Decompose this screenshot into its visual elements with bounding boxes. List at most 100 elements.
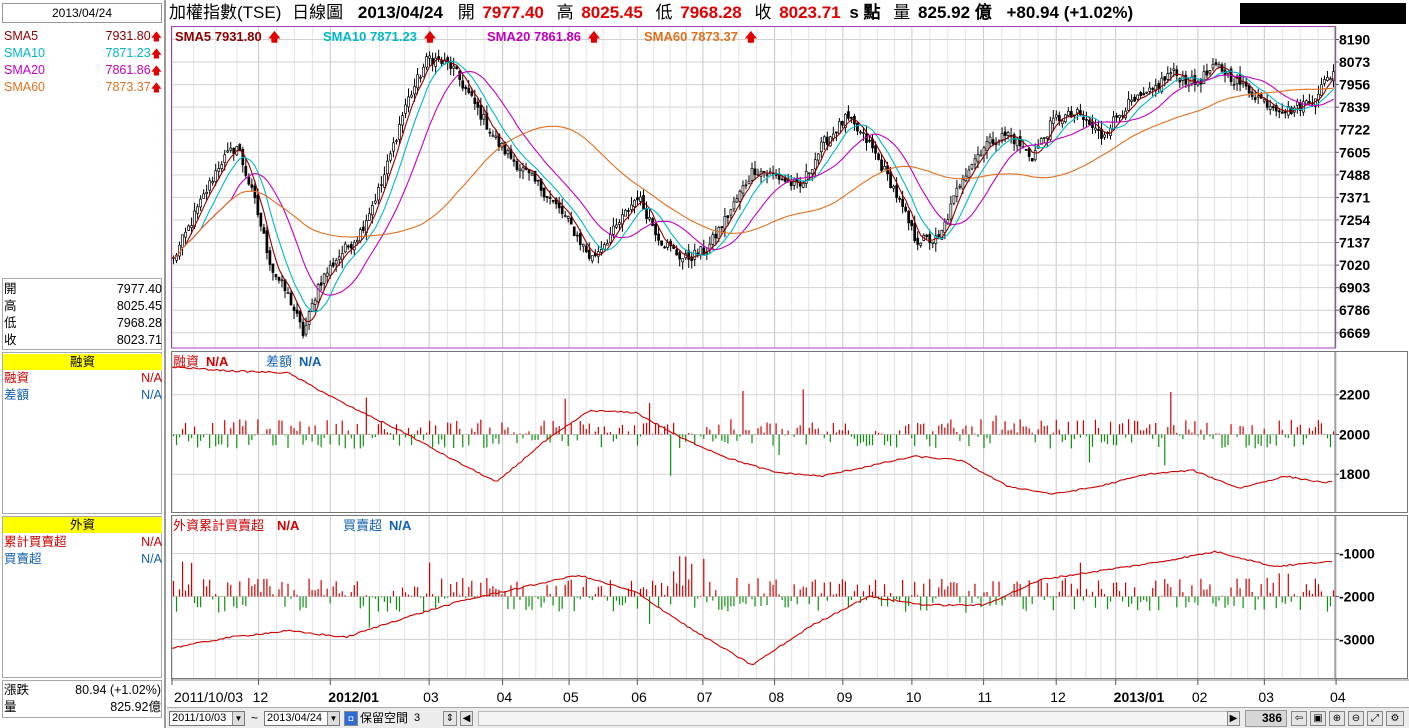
candle-body	[533, 170, 537, 182]
chart-legends: SMA5 7931.80 🡅 SMA10 7871.23 🡅 SMA20 7861.86…	[173, 29, 758, 533]
candle-body	[1217, 64, 1221, 68]
x-axis-labels: 2011/10/03 12 2012/01 03 04 05 06 07 08 09 10 11 12 2…	[171, 678, 1409, 705]
candle-body	[337, 256, 341, 260]
indicator-row: 累計買賣超 N/A	[4, 534, 162, 551]
candle-body	[717, 227, 721, 239]
y-tick-label: 1800	[1339, 466, 1370, 482]
y-tick-label: -2000	[1339, 589, 1375, 605]
candle-body	[587, 249, 591, 259]
candle-body	[1184, 74, 1188, 85]
horizontal-scrollbar[interactable]	[478, 711, 1230, 726]
y-tick-label: 6786	[1339, 302, 1370, 318]
y-tick-label: 6669	[1339, 325, 1370, 341]
margin-box	[2, 352, 162, 514]
candle-body	[277, 277, 281, 281]
candle-body	[1274, 105, 1278, 112]
fit-icon[interactable]: ⤢	[1367, 711, 1383, 726]
zoom-in-icon[interactable]: ⊕	[1329, 711, 1345, 726]
bar-count: 386	[1245, 710, 1287, 727]
candle-body	[557, 202, 561, 209]
candle-body	[328, 264, 332, 276]
candle-body	[1097, 129, 1100, 131]
candle-body	[1082, 116, 1085, 120]
candle-body	[714, 233, 718, 239]
scroll-right-icon[interactable]: ▶	[1227, 711, 1240, 726]
candle-body	[901, 198, 904, 207]
candle-body	[545, 196, 549, 199]
end-date-select[interactable]: 2013/04/24 ▼	[264, 711, 340, 726]
candle-body	[880, 159, 883, 171]
candle-body	[343, 243, 347, 253]
candle-body	[904, 206, 908, 212]
start-date-select[interactable]: 2011/10/03 ▼	[169, 711, 245, 726]
candle-body	[630, 204, 633, 210]
zoom-out-icon[interactable]: ⊖	[1348, 711, 1364, 726]
candle-body	[1154, 85, 1158, 92]
candle-body	[1205, 70, 1209, 76]
x-tick-label: 09	[837, 689, 853, 705]
legend-item: SMA5 7931.80	[175, 29, 262, 44]
candle-body	[386, 160, 389, 175]
candle-body	[1202, 71, 1206, 85]
expand-icon[interactable]: ▣	[1310, 711, 1326, 726]
candle-body	[693, 249, 697, 260]
x-tick-label: 12	[253, 689, 269, 705]
candle-body	[1042, 137, 1046, 139]
candle-body	[470, 91, 474, 96]
candle-body	[1000, 133, 1004, 142]
candle-body	[1247, 85, 1251, 94]
ohlc-box	[2, 278, 162, 350]
margin-grid	[171, 351, 1337, 512]
foreign-title: 外資	[3, 517, 162, 533]
candle-body	[895, 185, 898, 198]
indicator-value: 8023.71	[116, 333, 162, 347]
candle-body	[208, 180, 212, 191]
foreign-box	[2, 516, 162, 678]
candle-body	[238, 144, 242, 152]
chevron-down-icon[interactable]: ▼	[327, 712, 339, 725]
indicator-value: 7873.37🡅	[105, 80, 163, 94]
candle-body	[205, 191, 208, 194]
reserve-label: 保留空間	[360, 711, 409, 725]
unit-label: s 點	[849, 3, 881, 22]
low-value: 7968.28	[680, 3, 742, 22]
candle-body	[645, 208, 648, 219]
candle-body	[1051, 117, 1055, 124]
candle-body	[973, 158, 977, 165]
candle-body	[958, 185, 962, 188]
candle-body	[877, 153, 880, 160]
indicator-value: N/A	[141, 388, 162, 402]
reserve-value[interactable]: 3	[414, 712, 421, 724]
selected-date: 2013/04/24	[2, 3, 162, 23]
settings-icon[interactable]: ⚙	[1386, 711, 1404, 726]
candle-body	[223, 154, 227, 163]
candle-body	[548, 197, 552, 199]
back-icon[interactable]: ⇦	[1291, 711, 1307, 726]
indicator-row: 買賣超 N/A	[4, 551, 162, 568]
candle-body	[575, 234, 579, 237]
x-tick-label: 2013/01	[1114, 689, 1165, 705]
candle-body	[907, 210, 911, 224]
candle-body	[1169, 72, 1173, 75]
spin-icon[interactable]: ⇕	[443, 711, 457, 726]
candle-body	[913, 223, 917, 242]
candle-body	[798, 181, 802, 187]
y-tick-label: 6903	[1339, 280, 1370, 296]
scroll-left-icon[interactable]: ◀	[460, 711, 473, 726]
candle-body	[512, 159, 516, 162]
candle-body	[780, 178, 784, 181]
x-tick-label: 07	[697, 689, 713, 705]
end-date-value: 2013/04/24	[267, 712, 323, 724]
calendar-icon[interactable]: ◘	[344, 711, 358, 726]
candle-body	[982, 147, 986, 156]
candle-body	[488, 131, 492, 134]
x-tick-label: 04	[1330, 689, 1346, 705]
chevron-down-icon[interactable]: ▼	[232, 712, 244, 725]
candle-body	[636, 197, 639, 201]
y-tick-label: 2200	[1339, 387, 1370, 403]
candle-body	[187, 225, 190, 231]
candle-body	[789, 181, 793, 187]
x-tick-label: 04	[497, 689, 513, 705]
candle-body	[1235, 76, 1239, 85]
y-tick-label: 8190	[1339, 31, 1370, 47]
